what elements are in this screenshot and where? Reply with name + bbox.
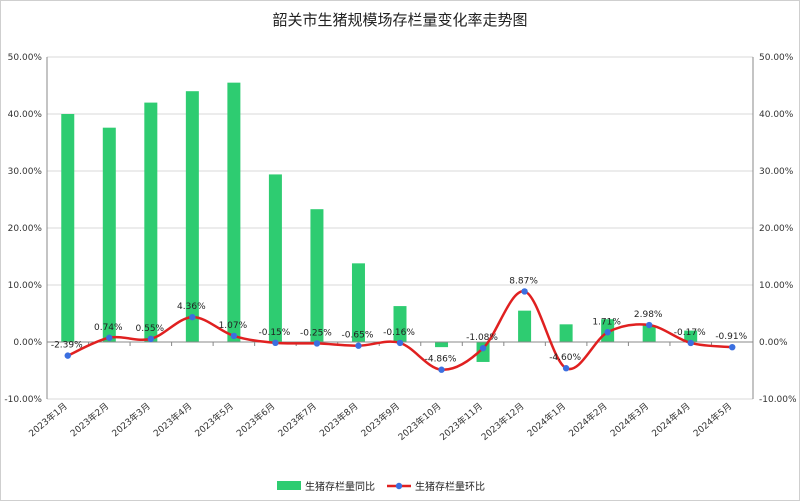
legend-swatch-bar: [277, 481, 301, 490]
data-label: 8.87%: [509, 276, 538, 286]
y2-tick-label: 50.00%: [759, 53, 794, 63]
bar: [684, 330, 698, 342]
y-tick-label: 40.00%: [8, 110, 43, 120]
bar: [227, 82, 241, 343]
line-point: [355, 342, 362, 349]
line-point: [313, 340, 321, 347]
legend-label-bar: 生猪存栏量同比: [305, 480, 375, 493]
data-label: -4.60%: [549, 353, 581, 363]
x-tick-label: 2023年4月: [151, 400, 194, 439]
x-tick-label: 2024年2月: [566, 400, 609, 439]
data-label: -4.86%: [425, 355, 457, 365]
line-point: [562, 365, 570, 372]
data-label: -2.39%: [51, 341, 83, 351]
data-label: -0.65%: [342, 331, 374, 341]
bar: [518, 310, 532, 342]
axes: -10.00% -10.00% 0.00% 0.00% 10.00% 10.00% 20.0…: [4, 53, 797, 443]
x-tick-label: 2023年5月: [192, 400, 235, 439]
bar: [559, 324, 573, 342]
legend-label-line: 生猪存栏量环比: [415, 480, 485, 493]
bar: [351, 263, 365, 342]
line-point: [645, 321, 653, 329]
x-tick-label: 2023年1月: [26, 400, 69, 439]
legend: 生猪存栏量同比 生猪存栏量环比: [277, 480, 485, 493]
y-tick-label: 0.00%: [13, 338, 42, 348]
line-point: [106, 334, 113, 341]
y2-tick-label: 40.00%: [759, 110, 794, 120]
data-label: -0.91%: [715, 332, 747, 342]
data-label: -0.17%: [674, 328, 706, 338]
line-point: [272, 339, 279, 347]
line-point: [438, 366, 445, 373]
bar: [144, 102, 158, 342]
line-point: [64, 352, 71, 359]
y2-tick-label: 10.00%: [759, 281, 794, 291]
line-series: [64, 288, 736, 373]
line-point: [479, 344, 487, 352]
y-tick-label: 30.00%: [8, 167, 43, 177]
data-label: -0.16%: [383, 328, 415, 338]
bar-series: [61, 82, 698, 362]
bar: [61, 114, 75, 342]
line-point: [521, 288, 528, 295]
legend-swatch-marker: [395, 482, 403, 490]
line-point: [147, 335, 155, 343]
line-point: [687, 339, 694, 347]
x-tick-label: 2024年4月: [649, 400, 692, 439]
y-tick-label: 50.00%: [8, 53, 43, 63]
y2-tick-label: -10.00%: [759, 395, 797, 405]
line-point: [396, 339, 404, 347]
y2-tick-label: 0.00%: [759, 338, 788, 348]
x-tick-label: 2023年2月: [68, 400, 111, 439]
x-tick-label: 2024年5月: [691, 400, 734, 439]
bar: [102, 127, 116, 343]
data-label: 1.71%: [592, 317, 621, 327]
x-tick-label: 2023年8月: [317, 400, 360, 439]
data-label: -0.15%: [258, 328, 290, 338]
data-label: -0.25%: [300, 328, 332, 338]
bar: [435, 342, 449, 348]
y2-tick-label: 30.00%: [759, 167, 794, 177]
bar: [268, 174, 282, 342]
y-tick-label: 20.00%: [8, 224, 43, 234]
data-label: 2.98%: [634, 310, 663, 320]
data-label: 0.74%: [94, 323, 123, 333]
data-label: 1.07%: [219, 321, 248, 331]
x-tick-label: 2023年10月: [396, 400, 444, 443]
y2-tick-label: 20.00%: [759, 224, 794, 234]
x-tick-label: 2023年6月: [234, 400, 277, 439]
data-label: 4.36%: [177, 302, 206, 312]
x-tick-label: 2023年7月: [275, 400, 318, 439]
bar: [393, 306, 407, 342]
x-tick-label: 2024年1月: [525, 400, 568, 439]
bar: [310, 209, 324, 342]
data-label: 0.55%: [136, 324, 165, 334]
y-tick-label: -10.00%: [4, 395, 42, 405]
x-tick-label: 2024年3月: [608, 400, 651, 439]
line-point: [230, 332, 238, 340]
data-labels: -2.39% 0.74% 0.55% 4.36% 1.07% -0.15% -0.25% -0…: [51, 276, 748, 364]
bar: [476, 342, 490, 362]
chart-title: 韶关市生猪规模场存栏量变化率走势图: [272, 11, 527, 29]
line-path: [67, 290, 733, 371]
x-tick-label: 2023年12月: [479, 400, 527, 443]
line-point: [729, 343, 736, 351]
y-tick-label: 10.00%: [8, 281, 43, 291]
bar: [642, 325, 656, 342]
line-point: [189, 313, 196, 321]
x-tick-label: 2023年3月: [109, 400, 152, 439]
x-tick-label: 2023年11月: [437, 400, 485, 443]
x-tick-label: 2023年9月: [358, 400, 401, 439]
line-point: [604, 329, 611, 336]
data-label: -1.08%: [466, 333, 498, 343]
bar: [185, 91, 199, 342]
